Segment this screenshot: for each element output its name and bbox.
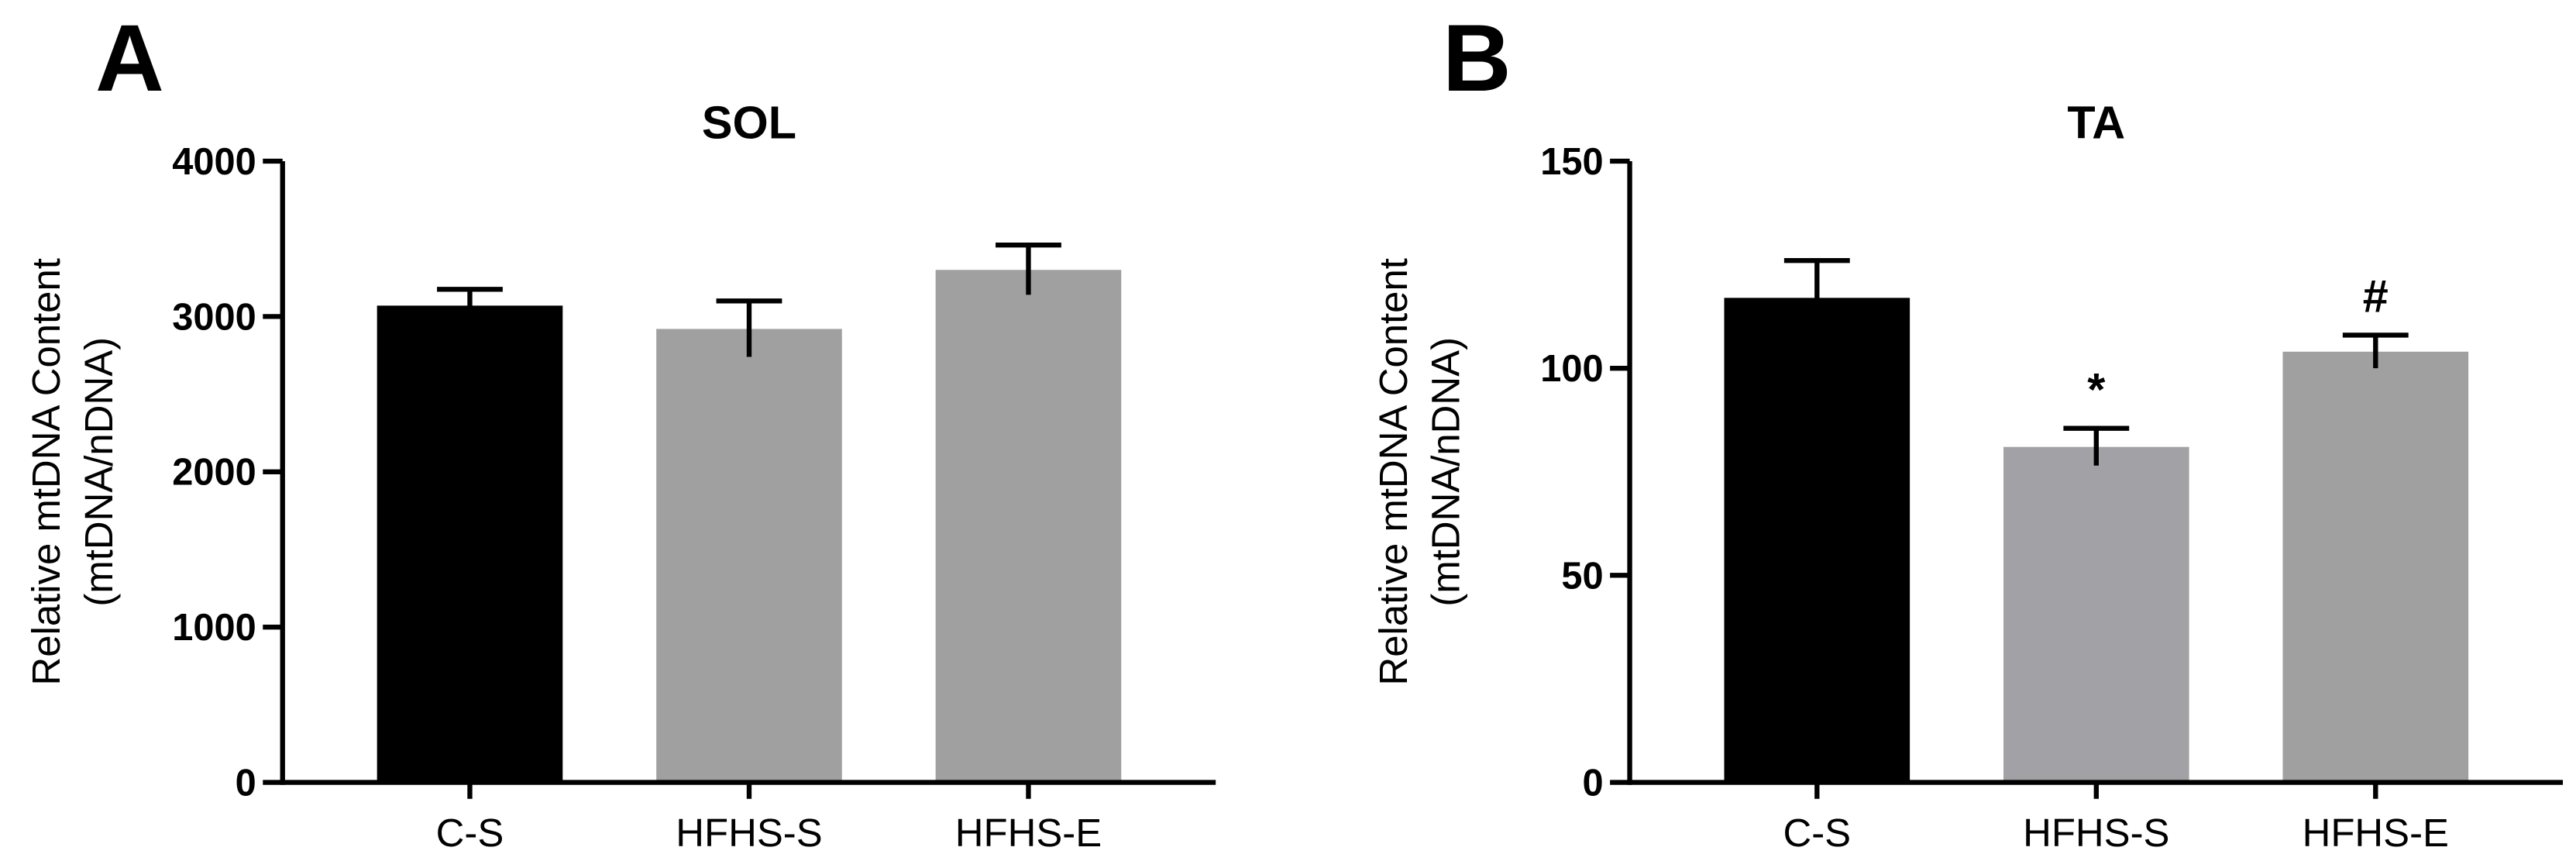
y-tick-label: 1000 (172, 607, 256, 649)
y-axis-label: (mtDNA/nDNA) (1424, 337, 1468, 607)
chart-title: SOL (702, 96, 796, 148)
y-tick-label: 0 (1583, 763, 1604, 804)
y-tick-label: 3000 (172, 296, 256, 338)
chart-title: TA (2067, 96, 2125, 148)
bar (2282, 351, 2469, 783)
bar (656, 329, 842, 783)
y-tick-label: 50 (1561, 555, 1603, 597)
x-tick-label: HFHS-S (2023, 811, 2169, 855)
bar (377, 305, 563, 783)
annotation: * (2087, 363, 2106, 415)
panel-label: B (1443, 5, 1512, 112)
bar (1724, 298, 1911, 783)
annotation: # (2363, 270, 2389, 322)
x-tick-label: C-S (1783, 811, 1852, 855)
panel-label: A (95, 5, 164, 112)
y-axis-label: (mtDNA/nDNA) (77, 337, 121, 607)
y-axis-label: Relative mtDNA Content (1371, 258, 1415, 685)
y-tick-label: 2000 (172, 452, 256, 494)
bar (935, 270, 1122, 783)
x-tick-label: HFHS-E (2303, 811, 2449, 855)
y-tick-label: 150 (1540, 141, 1603, 183)
x-tick-label: C-S (436, 811, 504, 855)
x-tick-label: HFHS-E (955, 811, 1102, 855)
bar (2003, 446, 2189, 783)
y-axis-label: Relative mtDNA Content (24, 258, 68, 685)
y-tick-label: 4000 (172, 141, 256, 183)
x-tick-label: HFHS-S (676, 811, 822, 855)
y-tick-label: 100 (1540, 348, 1603, 390)
y-tick-label: 0 (236, 763, 256, 804)
